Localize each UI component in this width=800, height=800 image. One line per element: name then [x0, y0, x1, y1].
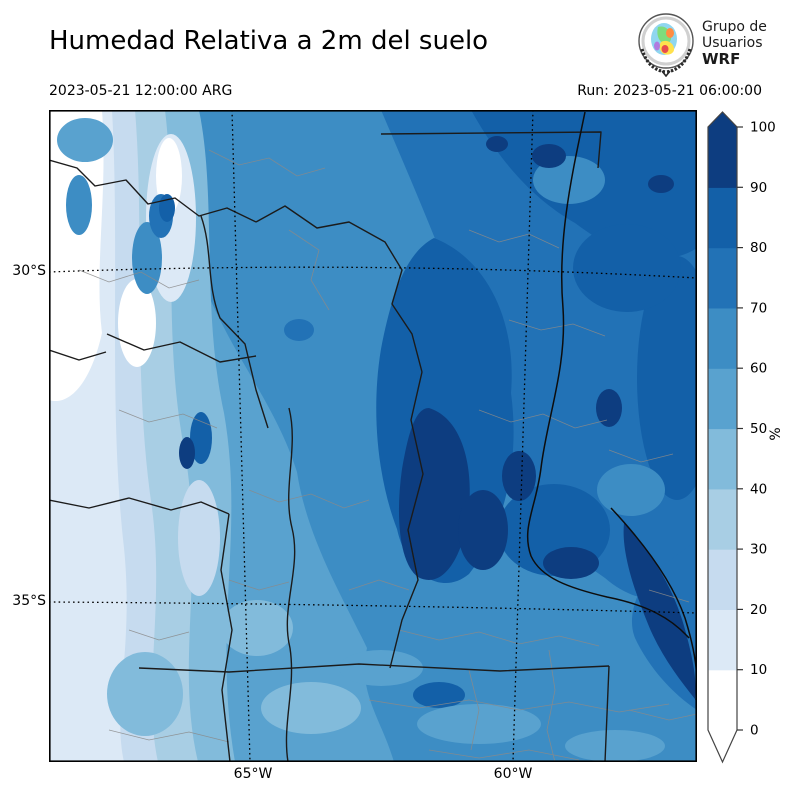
colorbar-tick-label: 30	[750, 542, 767, 558]
colorbar-under-arrow	[708, 730, 737, 762]
colorbar: 0 10 20 30 40 50 60 70 80 90 100%	[704, 104, 800, 774]
graticule	[49, 110, 697, 762]
colorbar-tick-label: 90	[750, 180, 767, 196]
department-boundaries	[78, 149, 697, 762]
graticule-35s	[49, 601, 697, 614]
colorbar-segment	[708, 187, 737, 249]
wrf-users-group-logo: Grupo de Usuarios WRF	[634, 8, 800, 78]
colorbar-segment	[708, 368, 737, 430]
graticule-60w	[512, 110, 534, 762]
colorbar-tick-label: 40	[750, 481, 767, 497]
colorbar-segment	[708, 247, 737, 309]
colorbar-tick-label: 20	[750, 602, 767, 618]
colorbar-segment	[708, 549, 737, 610]
colorbar-tick-label: 100	[750, 120, 776, 136]
colorbar-tick-label: 0	[750, 723, 759, 739]
logo-line-3: WRF	[702, 50, 741, 68]
colorbar-over-arrow	[708, 112, 737, 127]
lon-tick-65w: 65°W	[233, 766, 273, 782]
valid-time-label: 2023-05-21 12:00:00 ARG	[49, 83, 233, 99]
colorbar-segment	[708, 127, 737, 188]
logo-text: Grupo de Usuarios WRF	[702, 19, 767, 67]
colorbar-tick-label: 70	[750, 300, 767, 316]
logo-line-2: Usuarios	[702, 35, 763, 51]
colorbar-segment	[708, 669, 737, 731]
parana-river	[526, 111, 690, 639]
graticule-65w	[231, 110, 251, 762]
colorbar-segment	[708, 307, 737, 369]
colorbar-tick-label: 60	[750, 361, 767, 377]
colorbar-segment	[708, 488, 737, 550]
lon-tick-60w: 60°W	[493, 766, 533, 782]
page-title: Humedad Relativa a 2m del suelo	[49, 26, 489, 56]
province-boundaries	[49, 131, 610, 762]
colorbar-tick-label: 50	[750, 421, 767, 437]
humidity-map-canvas	[49, 110, 697, 762]
colorbar-segment	[708, 609, 737, 671]
colorbar-unit-label: %	[768, 427, 784, 440]
graticule-30s	[49, 266, 697, 279]
colorbar-canvas: 0 10 20 30 40 50 60 70 80 90 100%	[707, 111, 784, 764]
model-run-label: Run: 2023-05-21 06:00:00	[577, 83, 762, 99]
colorbar-segment	[708, 428, 737, 490]
map-frame	[49, 110, 697, 762]
logo-line-1: Grupo de	[702, 19, 767, 35]
humidity-map	[49, 110, 697, 762]
globe-emblem-icon	[638, 13, 694, 77]
lat-tick-30s: 30°S	[12, 263, 46, 279]
colorbar-tick-label: 10	[750, 662, 767, 678]
lat-tick-35s: 35°S	[12, 593, 46, 609]
humidity-field	[49, 110, 697, 762]
colorbar-tick-label: 80	[750, 240, 767, 256]
